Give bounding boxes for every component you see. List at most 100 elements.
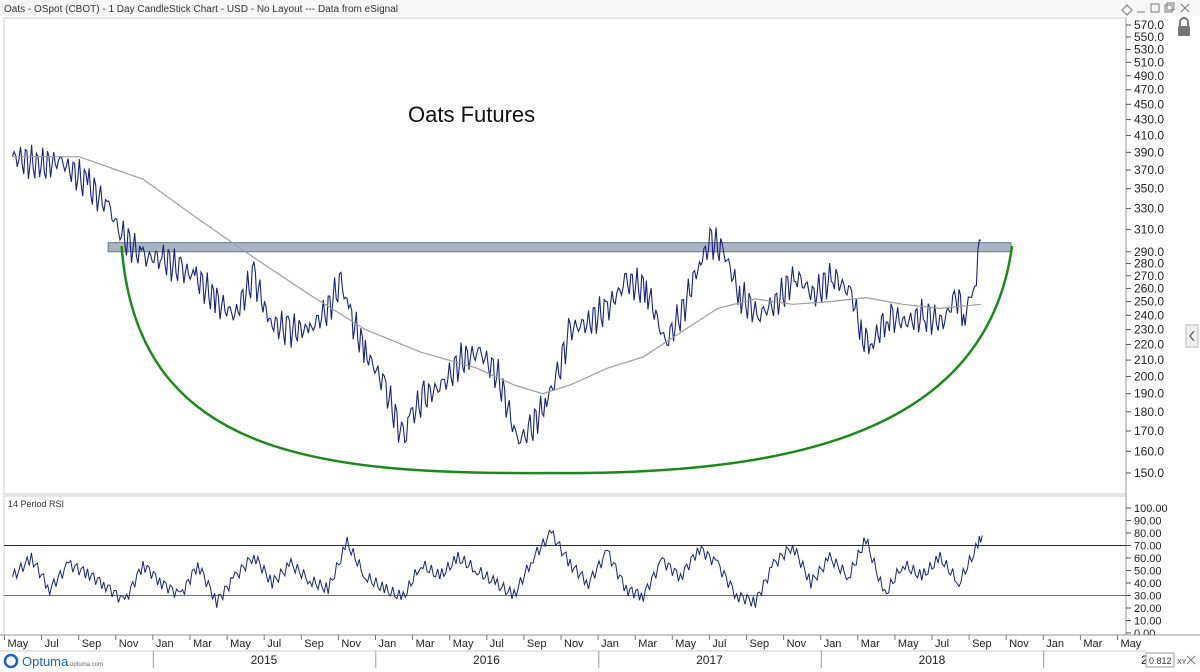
scale-readout[interactable]: 0.812 XY [1145,652,1187,668]
price-tick: 240.0 [1126,308,1164,322]
year-label: 2016 [473,653,500,667]
rsi-tick-label: 60.00 [1134,553,1162,565]
rsi-tick: 10.00 [1126,616,1162,628]
price-tick-label: 180.0 [1134,405,1164,419]
month-tick: Nov [115,635,139,650]
close-icon[interactable] [1180,3,1190,13]
month-tick: Sep [968,635,992,650]
month-label: May [675,638,696,650]
price-tick-label: 430.0 [1134,113,1164,127]
price-tick-label: 270.0 [1134,269,1164,283]
rsi-tick-label: 10.00 [1134,616,1162,628]
month-tick: Mar [412,635,435,650]
price-tick: 170.0 [1126,424,1164,438]
optuma-logo: Optuma optuma.com [3,653,103,669]
month-label: Jan [601,638,619,650]
x-axis-area [0,635,1200,672]
price-tick-label: 280.0 [1134,257,1164,271]
x-axis-years: 20152016201720182019 [152,651,1168,668]
rsi-tick: 80.00 [1126,528,1162,540]
price-tick-label: 230.0 [1134,323,1164,337]
price-tick-label: 470.0 [1134,83,1164,97]
rsi-tick: 40.00 [1126,578,1162,590]
price-tick: 200.0 [1126,369,1164,383]
price-tick-label: 150.0 [1134,466,1164,480]
month-tick: Jul [486,635,504,650]
brand-name: Optuma [22,654,69,669]
month-label: Nov [119,638,139,650]
month-tick: Mar [189,635,212,650]
month-label: Jul [490,638,504,650]
month-tick: Mar [1079,635,1103,650]
month-tick: Sep [78,635,102,650]
month-label: Jul [935,638,949,650]
lock-icon[interactable] [1178,17,1190,36]
rsi-tick: 60.00 [1126,553,1162,565]
price-tick: 470.0 [1126,83,1164,97]
rsi-tick: 90.00 [1126,516,1162,528]
month-label: Mar [416,638,435,650]
month-label: Nov [1009,638,1029,650]
price-tick-label: 290.0 [1134,245,1164,259]
month-tick: Jan [375,635,396,650]
month-tick: Jan [1042,635,1064,650]
price-tick: 370.0 [1126,163,1164,177]
price-tick-label: 220.0 [1134,337,1164,351]
chart-annotations [107,242,1014,475]
price-panel [3,17,1127,495]
price-tick-label: 330.0 [1134,201,1164,215]
brand-url: optuma.com [70,662,103,668]
price-tick: 330.0 [1126,201,1164,215]
rsi-series-line [12,529,983,608]
month-tick: May [449,635,474,650]
price-tick-label: 410.0 [1134,129,1164,143]
month-label: Jul [712,638,726,650]
price-tick-label: 170.0 [1134,424,1164,438]
month-tick: Jan [597,635,619,650]
diamond-icon[interactable] [1121,4,1133,16]
price-tick: 280.0 [1126,257,1164,271]
price-tick-label: 210.0 [1134,353,1164,367]
rsi-tick-label: 40.00 [1134,578,1162,590]
price-tick: 410.0 [1126,129,1164,143]
month-tick: Mar [634,635,657,650]
month-tick: Sep [300,635,324,650]
price-tick: 570.0 [1126,18,1164,32]
rsi-series [4,529,1126,608]
price-tick-label: 370.0 [1134,163,1164,177]
scale-value: 0.812 [1149,656,1172,666]
month-label: May [230,638,251,650]
rsi-tick: 70.00 [1126,541,1162,553]
month-label: Jan [1046,638,1064,650]
month-tick: Jan [152,635,174,650]
price-tick-label: 450.0 [1134,97,1164,111]
rsi-tick: 30.00 [1126,591,1162,603]
price-tick-label: 240.0 [1134,308,1164,322]
month-label: Mar [861,638,880,650]
month-tick: May [671,635,697,650]
month-tick: Jul [263,635,281,650]
price-tick: 190.0 [1126,387,1164,401]
year-label: 2015 [251,653,278,667]
price-tick: 350.0 [1126,182,1164,196]
price-tick: 220.0 [1126,337,1164,351]
month-label: May [898,638,919,650]
year-tick: 2017 [598,651,723,668]
restore-icon[interactable] [1164,2,1175,13]
close-icon[interactable] [1186,655,1196,665]
rsi-panel [3,495,1127,636]
month-label: Sep [82,638,102,650]
maximize-icon[interactable] [1150,3,1160,13]
price-tick-label: 190.0 [1134,387,1164,401]
scale-mode: XY [1177,659,1187,666]
chevron-left-icon[interactable] [1185,324,1199,348]
month-label: Jul [45,638,59,650]
price-tick-label: 530.0 [1134,42,1164,56]
price-tick: 260.0 [1126,281,1164,295]
price-tick: 450.0 [1126,97,1164,111]
rsi-tick-label: 50.00 [1134,566,1162,578]
month-label: Mar [193,638,212,650]
